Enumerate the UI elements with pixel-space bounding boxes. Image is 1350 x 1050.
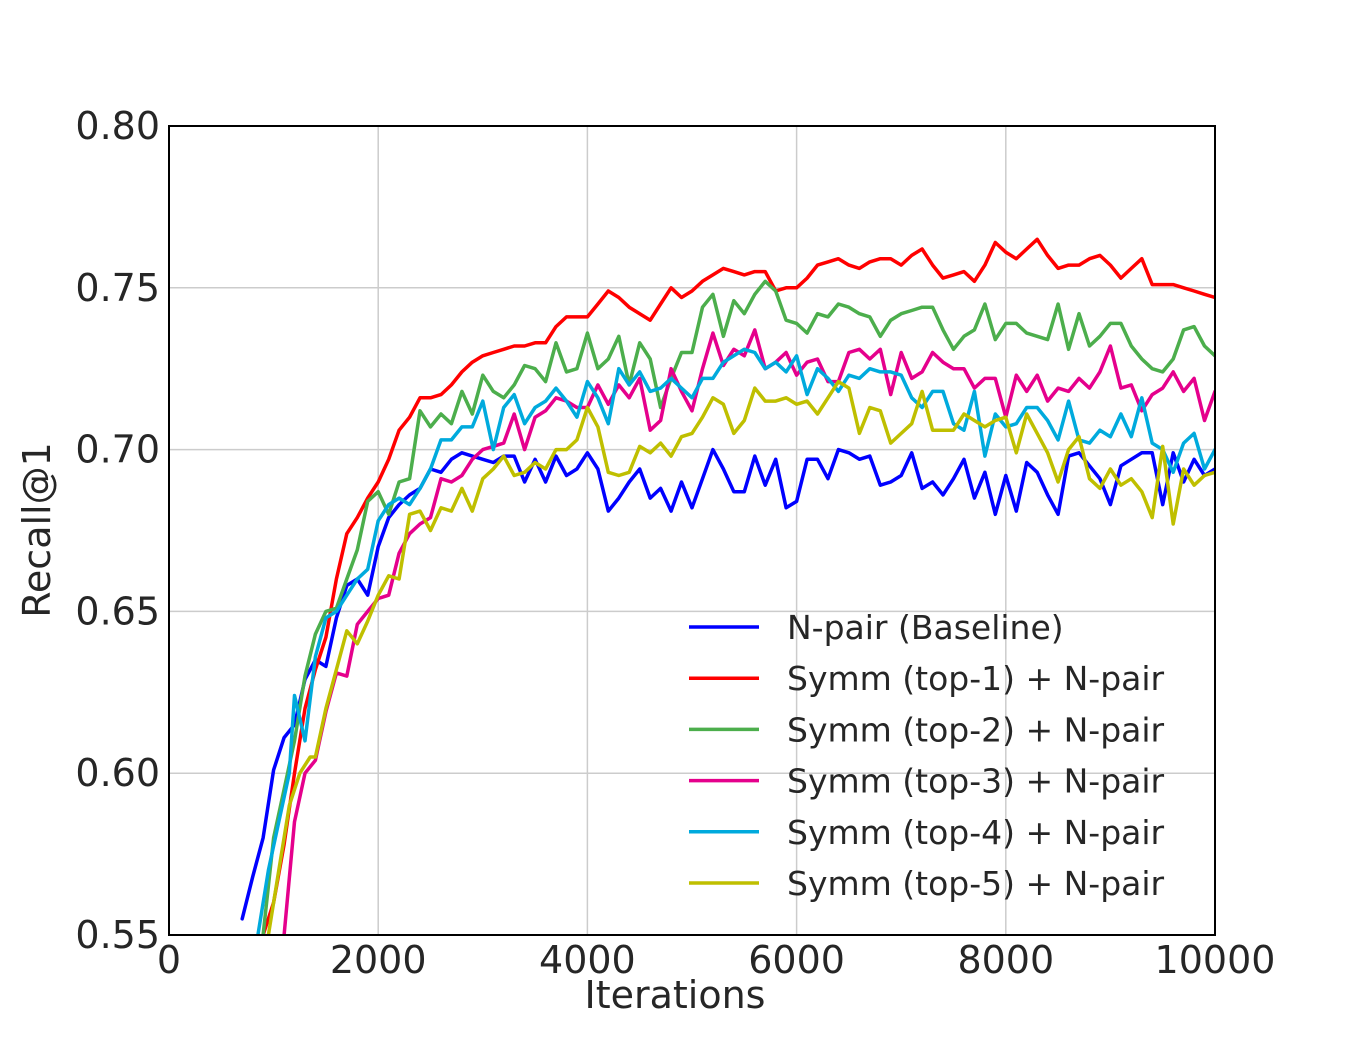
plot-frame <box>168 125 1216 936</box>
legend-label-3: Symm (top-2) + N-pair <box>787 710 1165 749</box>
x-tick-label: 0 <box>157 938 181 982</box>
y-tick-label: 0.75 <box>75 266 160 310</box>
legend-label-2: Symm (top-1) + N-pair <box>787 659 1165 698</box>
x-tick-label: 4000 <box>539 938 636 982</box>
y-tick-label: 0.60 <box>75 751 160 795</box>
x-tick-labels: 0 2000 4000 6000 8000 10000 <box>157 938 1276 982</box>
legend-label-5: Symm (top-4) + N-pair <box>787 813 1165 852</box>
series-line-4 <box>282 328 1215 935</box>
plot-background <box>169 126 1215 935</box>
y-tick-label: 0.55 <box>75 913 160 957</box>
x-axis-label: Iterations <box>585 973 766 1017</box>
series-layer <box>240 237 1215 935</box>
x-tick-label: 6000 <box>748 938 845 982</box>
series-line-6 <box>266 379 1215 935</box>
x-tick-label: 2000 <box>330 938 427 982</box>
x-tick-label: 8000 <box>957 938 1054 982</box>
series-line-5 <box>256 347 1215 935</box>
legend-label-6: Symm (top-5) + N-pair <box>787 864 1165 903</box>
legend-label-1: N-pair (Baseline) <box>787 608 1064 647</box>
legend: N-pair (Baseline) Symm (top-1) + N-pair Sy… <box>689 608 1165 903</box>
legend-label-4: Symm (top-3) + N-pair <box>787 762 1165 801</box>
x-tick-label: 10000 <box>1155 938 1276 982</box>
y-tick-label: 0.65 <box>75 589 160 633</box>
grid-lines <box>168 125 1216 936</box>
series-line-2 <box>261 237 1215 935</box>
y-axis-label: Recall@1 <box>15 442 59 618</box>
series-line-3 <box>261 279 1215 935</box>
y-tick-label: 0.80 <box>75 104 160 148</box>
y-tick-label: 0.70 <box>75 428 160 472</box>
y-tick-labels: 0.55 0.60 0.65 0.70 0.75 0.80 <box>75 104 160 957</box>
